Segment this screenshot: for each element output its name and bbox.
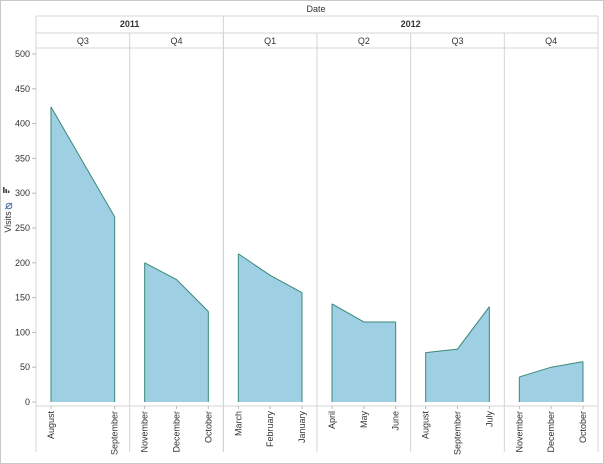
area-line-2012-Q2 <box>331 303 396 323</box>
y-axis-title-group: Visits <box>3 187 13 233</box>
month-label-2011-Q4-2: October <box>203 411 213 443</box>
month-label-2012-Q4-0: November <box>514 411 524 453</box>
y-axis-title: Visits <box>3 211 13 233</box>
area-line-2011-Q3 <box>50 106 116 218</box>
area-2011-Q4 <box>144 262 209 402</box>
y-tick-label-400: 400 <box>15 119 30 129</box>
month-label-2012-Q2-1: May <box>359 411 369 429</box>
area-line-2012-Q1 <box>238 253 303 294</box>
month-label-2012-Q4-2: October <box>578 411 588 443</box>
pin-icon <box>4 202 13 210</box>
month-label-2012-Q1-0: March <box>233 411 243 436</box>
area-2012-Q4 <box>519 361 584 402</box>
y-tick-label-200: 200 <box>15 258 30 268</box>
area-line-2011-Q4 <box>144 262 209 312</box>
date-header: Date <box>306 4 325 14</box>
month-label-2012-Q1-2: January <box>297 411 307 444</box>
year-header-2011: 2011 <box>120 19 140 29</box>
y-tick-label-100: 100 <box>15 327 30 337</box>
month-label-2011-Q3-0: August <box>46 411 56 440</box>
month-label-2012-Q2-2: June <box>391 411 401 431</box>
y-tick-label-150: 150 <box>15 293 30 303</box>
y-tick-label-450: 450 <box>15 84 30 94</box>
y-tick-label-50: 50 <box>20 362 30 372</box>
y-tick-label-250: 250 <box>15 223 30 233</box>
quarter-header-2011-Q4: Q4 <box>170 36 182 46</box>
month-label-2012-Q2-0: April <box>327 411 337 429</box>
area-line-2012-Q3 <box>425 306 490 354</box>
y-tick-label-300: 300 <box>15 188 30 198</box>
bar-chart-icon <box>3 187 10 193</box>
y-tick-label-0: 0 <box>25 397 30 407</box>
month-label-2012-Q1-1: February <box>265 411 275 448</box>
month-label-2011-Q3-1: September <box>110 411 120 455</box>
month-label-2012-Q4-1: December <box>546 411 556 453</box>
quarter-header-2011-Q3: Q3 <box>77 36 89 46</box>
quarter-header-2012-Q3: Q3 <box>451 36 463 46</box>
y-tick-label-350: 350 <box>15 153 30 163</box>
month-label-2012-Q3-1: September <box>453 411 463 455</box>
month-label-2012-Q3-0: August <box>421 411 431 440</box>
y-tick-label-500: 500 <box>15 49 30 59</box>
area-2012-Q3 <box>425 306 490 402</box>
year-header-2012: 2012 <box>401 19 421 29</box>
quarter-header-2012-Q4: Q4 <box>545 36 557 46</box>
area-line-2012-Q4 <box>519 361 584 378</box>
month-label-2011-Q4-0: November <box>140 411 150 453</box>
area-2012-Q2 <box>331 303 396 402</box>
area-2012-Q1 <box>238 253 303 402</box>
quarter-header-2012-Q2: Q2 <box>358 36 370 46</box>
quarter-header-2012-Q1: Q1 <box>264 36 276 46</box>
month-label-2011-Q4-1: December <box>172 411 182 453</box>
area-2011-Q3 <box>50 106 115 403</box>
month-label-2012-Q3-2: July <box>484 411 494 428</box>
